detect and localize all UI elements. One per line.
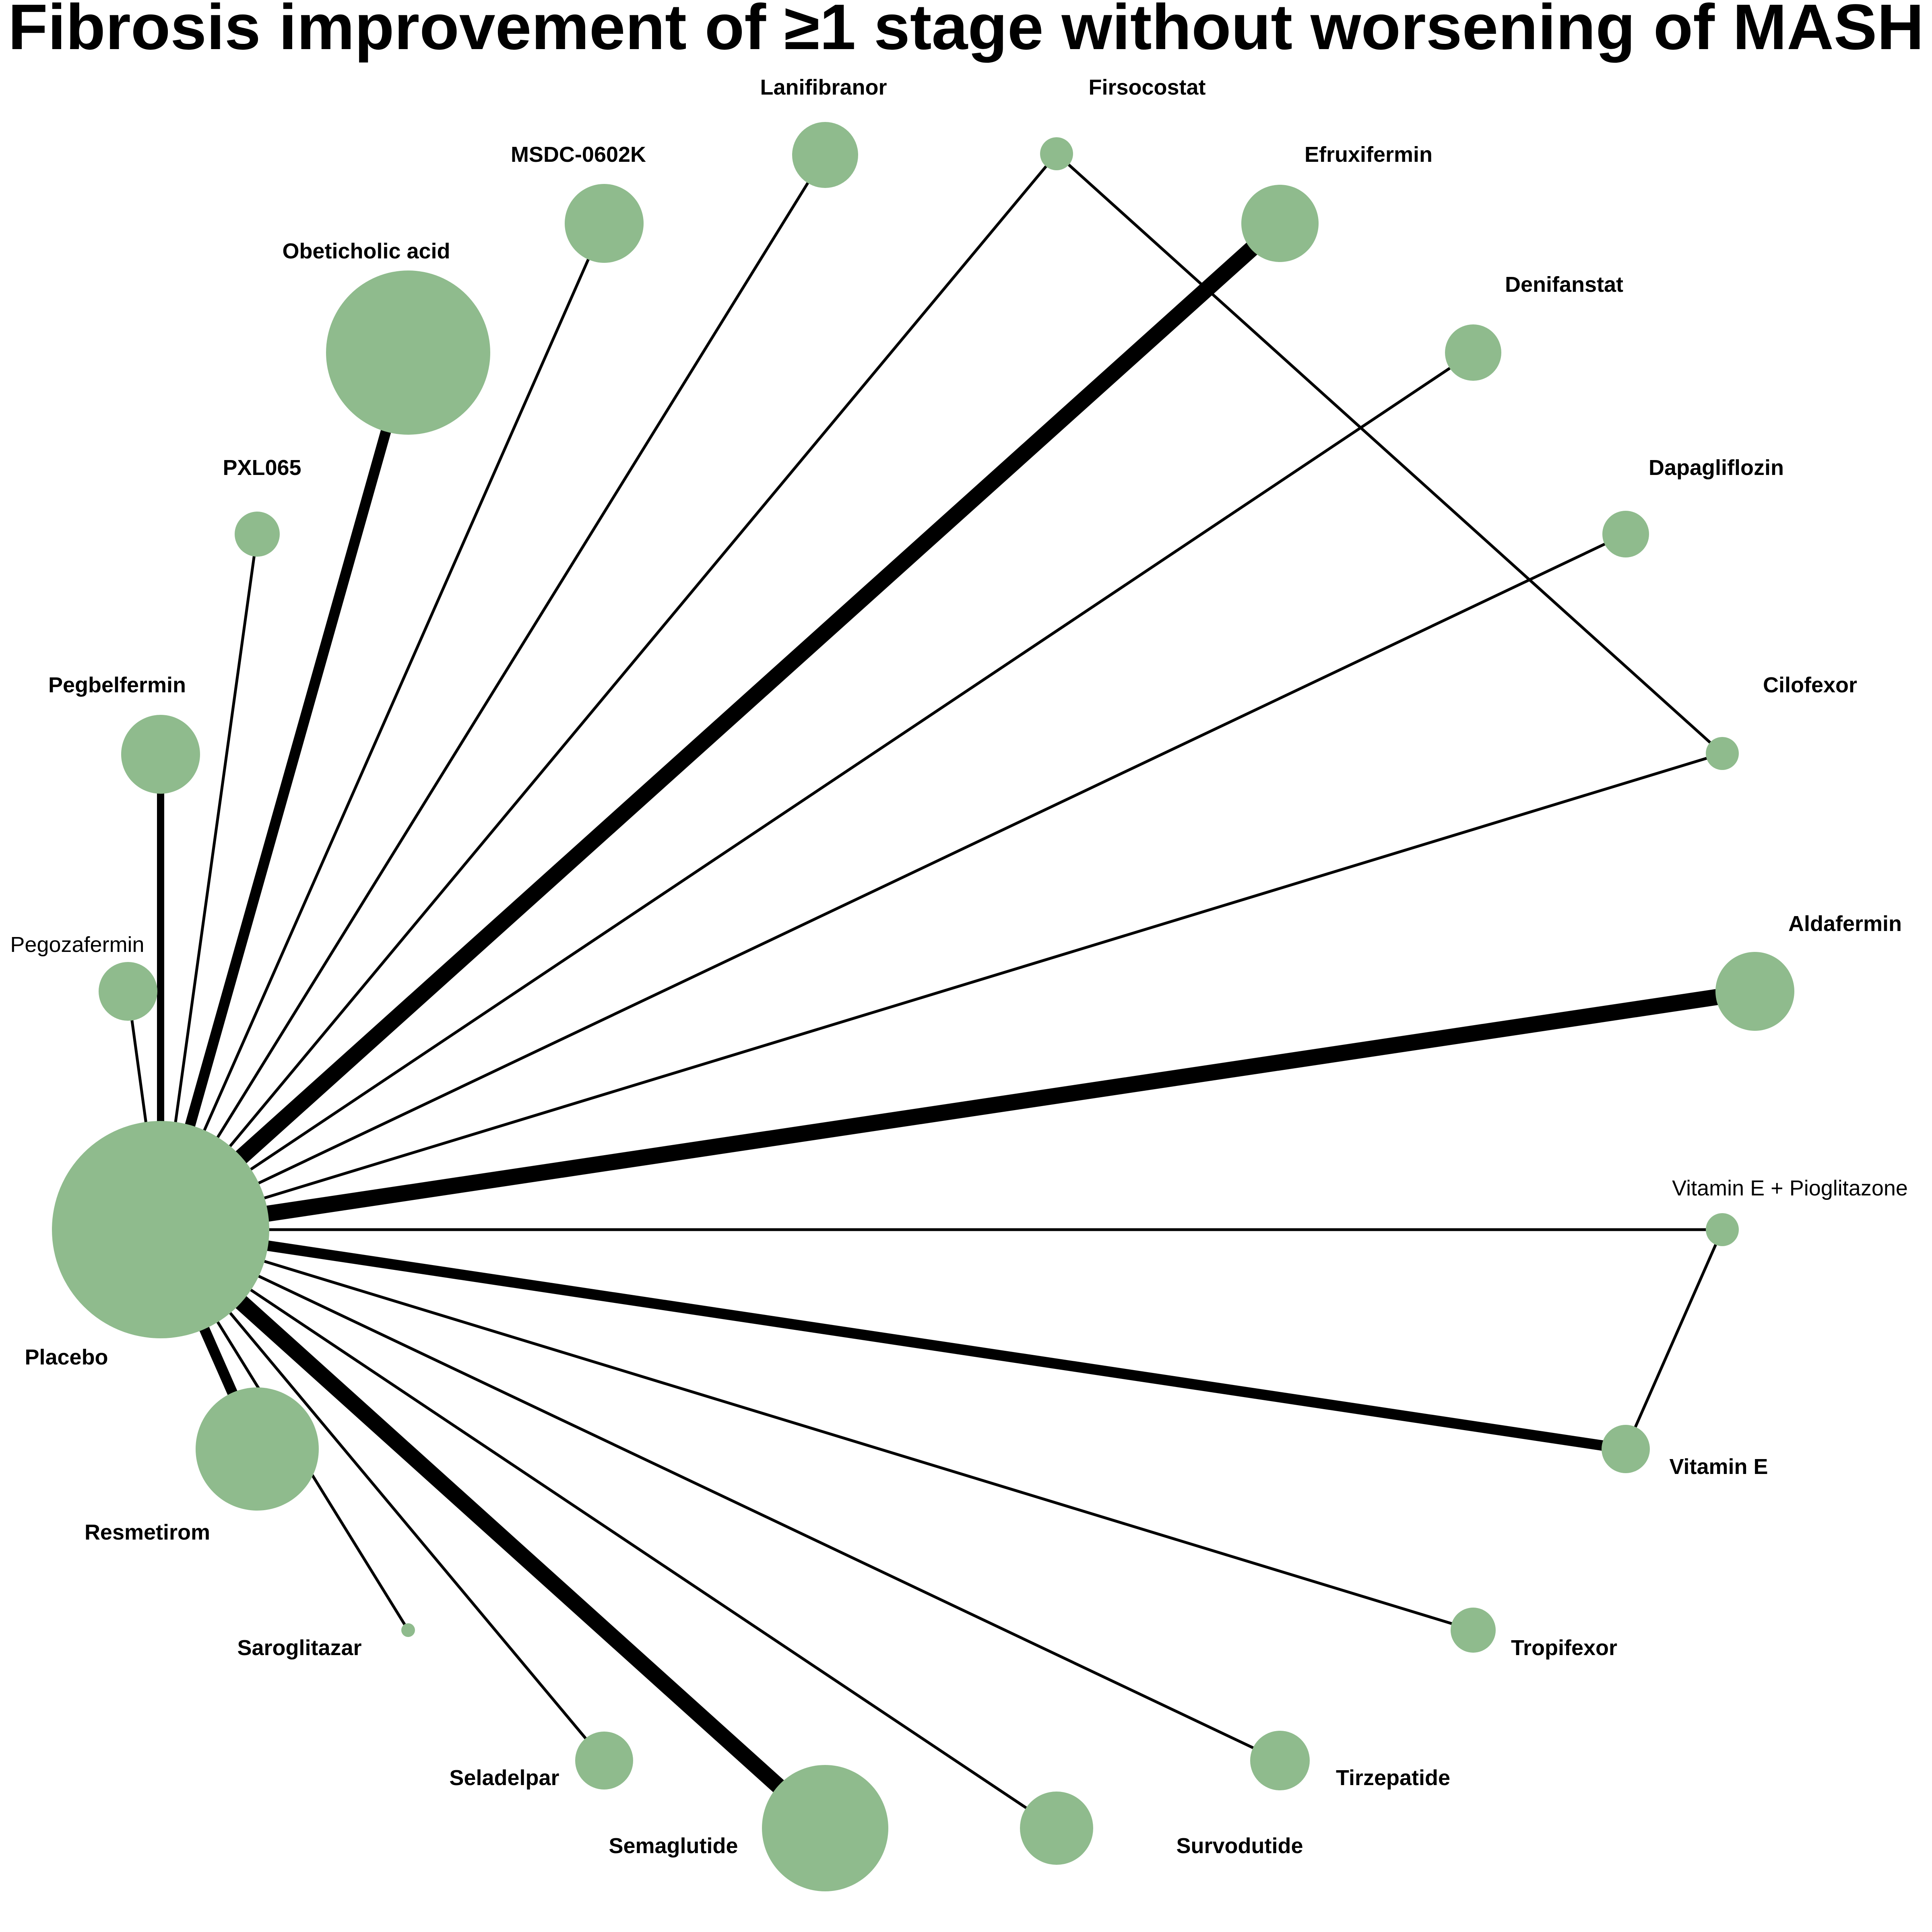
labels-layer: Placebo Pegozafermin Pegbelfermin PXL065 Obe… — [10, 75, 1908, 1858]
node-cilofexor — [1706, 737, 1739, 770]
node-pxl065 — [235, 512, 280, 557]
edge-placebo-semaglutide — [155, 1224, 831, 1834]
edge-placebo-vitamin-e — [160, 1224, 1627, 1454]
node-label-obeticholic-acid: Obeticholic acid — [282, 239, 450, 263]
node-semaglutide — [762, 1765, 888, 1891]
node-dapagliflozin — [1602, 511, 1649, 557]
node-label-denifanstat: Denifanstat — [1505, 272, 1623, 297]
node-label-survodutide: Survodutide — [1176, 1834, 1303, 1858]
node-label-semaglutide: Semaglutide — [609, 1834, 738, 1858]
node-label-msdc-0602k: MSDC-0602K — [511, 142, 646, 167]
node-denifanstat — [1445, 324, 1501, 381]
edge-placebo-tropifexor — [160, 1228, 1474, 1632]
edge-placebo-obeticholic-acid — [155, 351, 413, 1231]
edge-vitamin-e-pioglitazone-vitamin-e — [1624, 1229, 1724, 1450]
edge-placebo-lanifibranor — [159, 154, 826, 1230]
node-label-resmetirom: Resmetirom — [85, 1520, 210, 1544]
node-label-cilofexor: Cilofexor — [1763, 673, 1857, 697]
node-label-vitamin-e: Vitamin E — [1669, 1455, 1768, 1479]
node-label-saroglitazar: Saroglitazar — [237, 1636, 361, 1660]
edge-placebo-firsocostat — [159, 153, 1058, 1231]
node-pegozafermin — [99, 962, 157, 1021]
node-label-firsocostat: Firsocostat — [1088, 75, 1205, 99]
edge-placebo-denifanstat — [160, 351, 1474, 1231]
edge-placebo-survodutide — [160, 1228, 1057, 1829]
node-msdc-0602k — [565, 184, 644, 263]
node-label-tropifexor: Tropifexor — [1511, 1636, 1617, 1660]
node-label-dapagliflozin: Dapagliflozin — [1649, 456, 1784, 480]
node-aldafermin — [1715, 952, 1794, 1031]
nodes-layer — [52, 122, 1794, 1891]
node-resmetirom — [196, 1387, 319, 1511]
node-obeticholic-acid — [326, 270, 490, 435]
edge-placebo-msdc-0602k — [159, 223, 606, 1230]
node-label-lanifibranor: Lanifibranor — [760, 75, 887, 99]
edge-placebo-seladelpar — [159, 1228, 605, 1762]
edge-placebo-tirzepatide — [160, 1228, 1281, 1762]
node-firsocostat — [1040, 137, 1073, 170]
node-label-pegbelfermin: Pegbelfermin — [48, 673, 186, 697]
node-survodutide — [1020, 1792, 1093, 1865]
edges-layer — [126, 153, 1756, 1834]
edge-placebo-efruxifermin — [155, 217, 1286, 1236]
node-vitamin-e — [1602, 1425, 1650, 1473]
node-efruxifermin — [1241, 185, 1319, 262]
node-label-pegozafermin: Pegozafermin — [10, 933, 144, 957]
edge-firsocostat-cilofexor — [1055, 153, 1724, 755]
edge-placebo-cilofexor — [160, 752, 1723, 1231]
node-label-placebo: Placebo — [25, 1345, 108, 1369]
node-vitamin-e-pioglitazone — [1706, 1213, 1739, 1246]
node-placebo — [52, 1121, 269, 1338]
node-label-seladelpar: Seladelpar — [449, 1766, 559, 1790]
edge-placebo-dapagliflozin — [160, 533, 1627, 1231]
node-tirzepatide — [1250, 1731, 1310, 1790]
node-label-aldafermin: Aldafermin — [1788, 912, 1902, 936]
node-label-vitamin-e-pioglitazone: Vitamin E + Pioglitazone — [1672, 1176, 1908, 1200]
node-saroglitazar — [401, 1623, 415, 1637]
node-label-pxl065: PXL065 — [223, 456, 301, 480]
node-pegbelfermin — [121, 715, 200, 794]
edge-placebo-aldafermin — [159, 983, 1756, 1238]
node-label-tirzepatide: Tirzepatide — [1336, 1766, 1450, 1790]
edge-placebo-pxl065 — [159, 534, 259, 1230]
node-lanifibranor — [792, 122, 858, 188]
node-label-efruxifermin: Efruxifermin — [1305, 142, 1432, 167]
node-seladelpar — [575, 1732, 633, 1790]
diagram-title: Fibrosis improvement of ≥1 stage without… — [8, 0, 1924, 63]
node-tropifexor — [1451, 1608, 1496, 1653]
